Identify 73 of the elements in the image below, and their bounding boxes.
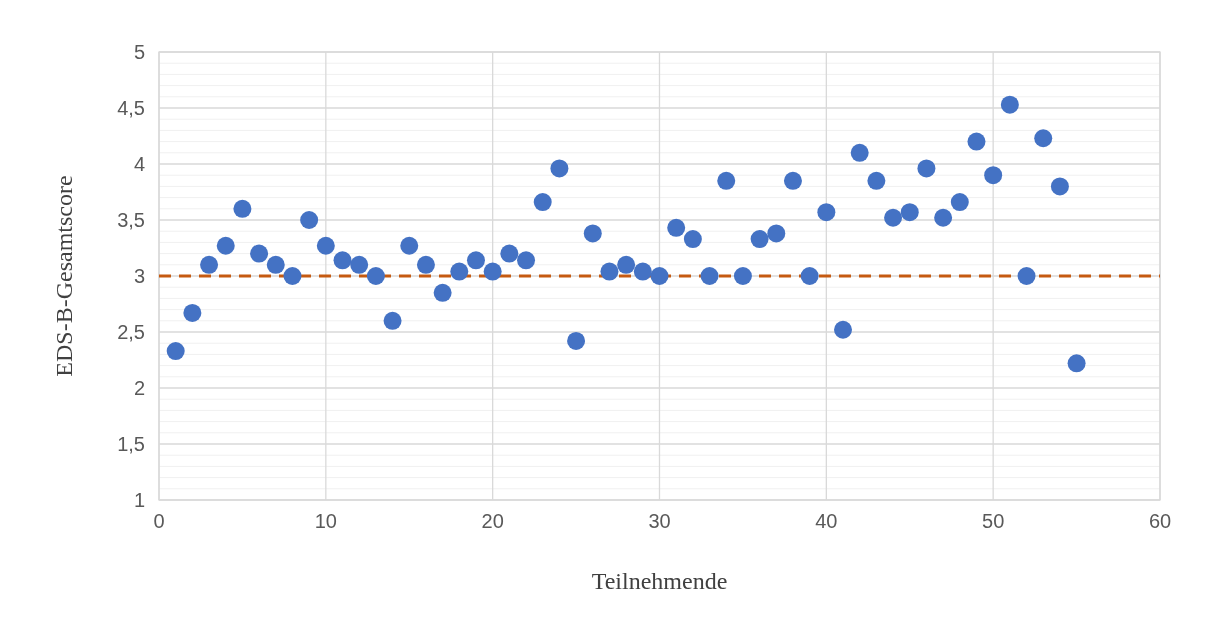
point — [250, 244, 269, 263]
point — [750, 230, 769, 249]
point — [867, 171, 886, 190]
x-tick-label: 10 — [314, 510, 337, 532]
point — [200, 255, 219, 274]
point — [950, 193, 969, 212]
y-tick-label: 2 — [133, 377, 145, 399]
point — [633, 262, 652, 281]
y-tick-label: 3 — [133, 265, 145, 287]
point — [183, 303, 202, 322]
point — [466, 251, 485, 270]
point — [533, 193, 552, 212]
y-axis-title: EDS-B-Gesamtscore — [51, 175, 77, 377]
point — [700, 267, 719, 285]
point — [1000, 95, 1019, 114]
point — [450, 262, 469, 281]
point — [600, 262, 619, 281]
point — [350, 255, 369, 274]
point — [233, 199, 252, 218]
x-tick-label: 30 — [648, 510, 671, 532]
point — [717, 171, 736, 190]
x-tick-label: 50 — [982, 510, 1005, 532]
point — [216, 236, 235, 255]
point — [1067, 354, 1086, 373]
point — [517, 251, 536, 270]
point — [800, 267, 819, 285]
y-tick-label: 4 — [133, 153, 145, 175]
point — [650, 267, 669, 285]
point — [917, 159, 936, 178]
point — [783, 171, 802, 190]
point — [767, 224, 786, 243]
point — [333, 251, 352, 270]
point — [900, 203, 919, 222]
y-tick-label: 1,5 — [117, 433, 145, 455]
point — [1017, 267, 1036, 285]
point — [850, 143, 869, 162]
point — [817, 203, 836, 222]
point — [316, 236, 335, 255]
point — [300, 211, 319, 229]
x-tick-label: 40 — [815, 510, 838, 532]
point — [667, 218, 686, 237]
point — [884, 208, 903, 227]
point — [400, 236, 419, 255]
point — [500, 244, 519, 263]
point — [166, 342, 185, 361]
point — [934, 208, 953, 227]
point — [733, 267, 752, 285]
point — [617, 255, 636, 274]
point — [433, 283, 452, 302]
y-tick-label: 5 — [133, 41, 145, 63]
x-axis-title: Teilnehmende — [591, 568, 728, 594]
x-tick-label: 0 — [153, 510, 165, 532]
y-tick-label: 3,5 — [117, 209, 145, 231]
point — [1034, 129, 1053, 148]
y-tick-label: 2,5 — [117, 321, 145, 343]
x-tick-label: 20 — [481, 510, 504, 532]
point — [366, 267, 385, 285]
point — [483, 262, 502, 281]
point — [583, 224, 602, 243]
point — [283, 267, 302, 285]
point — [416, 255, 435, 274]
point — [1050, 177, 1069, 196]
point — [550, 159, 569, 178]
point — [683, 230, 702, 249]
point — [383, 311, 402, 330]
point — [984, 166, 1003, 185]
y-tick-label: 4,5 — [117, 97, 145, 119]
y-tick-label: 1 — [133, 489, 145, 511]
point — [967, 132, 986, 151]
point — [567, 331, 586, 350]
point — [266, 255, 285, 274]
x-tick-label: 60 — [1148, 510, 1172, 532]
point — [834, 320, 853, 339]
